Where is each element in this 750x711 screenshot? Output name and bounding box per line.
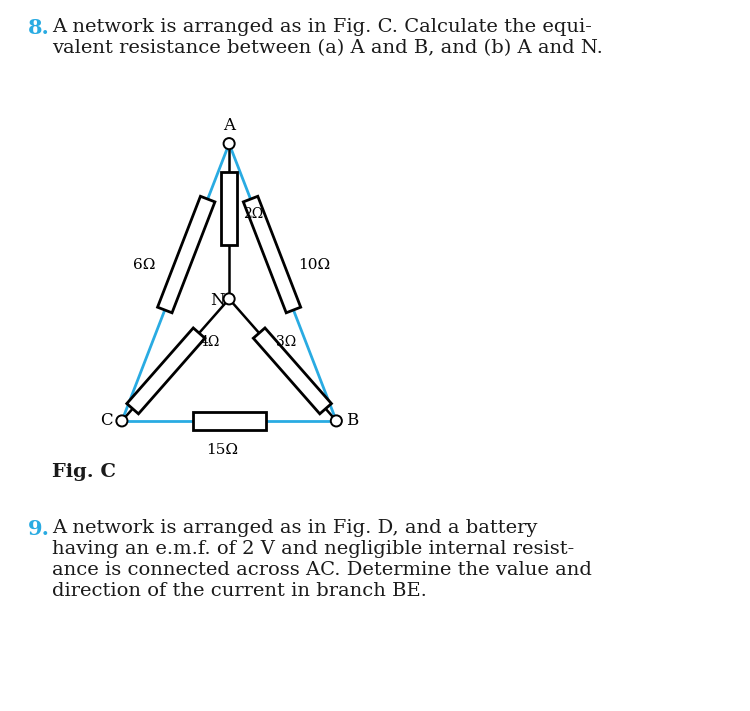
Polygon shape	[254, 328, 332, 414]
Polygon shape	[127, 328, 205, 414]
Circle shape	[224, 138, 235, 149]
Polygon shape	[158, 196, 215, 313]
Polygon shape	[243, 196, 301, 313]
Text: 9.: 9.	[28, 519, 50, 539]
Text: B: B	[346, 412, 358, 429]
Text: 2Ω: 2Ω	[243, 207, 263, 221]
Text: A network is arranged as in Fig. C. Calculate the equi-: A network is arranged as in Fig. C. Calc…	[52, 18, 592, 36]
Text: ance is connected across AC. Determine the value and: ance is connected across AC. Determine t…	[52, 561, 592, 579]
Text: C: C	[100, 412, 112, 429]
Text: 4Ω: 4Ω	[200, 335, 220, 349]
Polygon shape	[221, 171, 237, 245]
Text: having an e.m.f. of 2 V and negligible internal resist-: having an e.m.f. of 2 V and negligible i…	[52, 540, 574, 558]
Circle shape	[224, 294, 235, 304]
Text: Fig. C: Fig. C	[52, 463, 116, 481]
Text: 10Ω: 10Ω	[298, 257, 331, 272]
Text: 15Ω: 15Ω	[206, 444, 238, 457]
Polygon shape	[193, 412, 266, 430]
Text: N: N	[210, 292, 225, 309]
Text: valent resistance between (a) A and B, and (b) A and N.: valent resistance between (a) A and B, a…	[52, 39, 603, 57]
Text: direction of the current in branch BE.: direction of the current in branch BE.	[52, 582, 427, 600]
Circle shape	[116, 415, 128, 427]
Text: 8.: 8.	[28, 18, 50, 38]
Text: 6Ω: 6Ω	[133, 257, 155, 272]
Text: A: A	[223, 117, 235, 134]
Text: 3Ω: 3Ω	[276, 335, 296, 349]
Text: A network is arranged as in Fig. D, and a battery: A network is arranged as in Fig. D, and …	[52, 519, 537, 537]
Circle shape	[331, 415, 342, 427]
